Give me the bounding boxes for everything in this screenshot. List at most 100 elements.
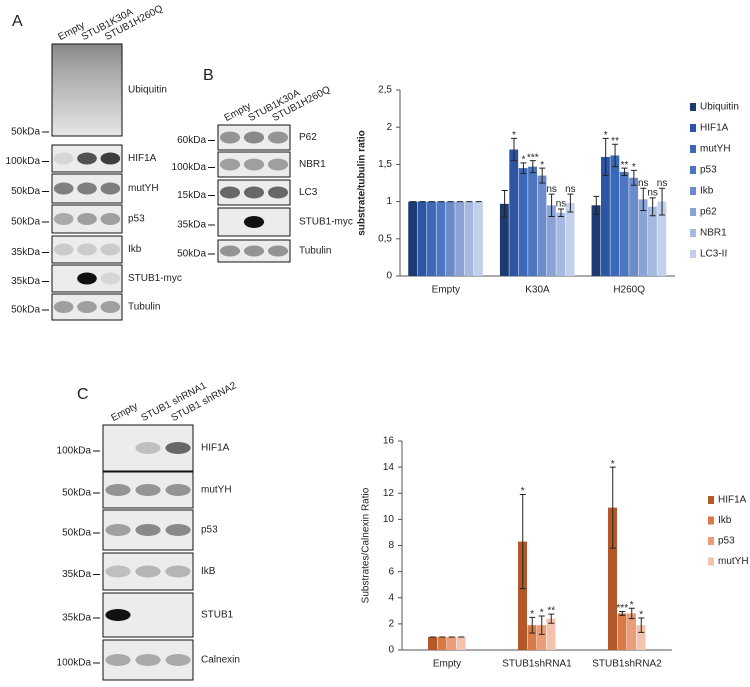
band <box>77 213 97 225</box>
bar <box>408 201 418 276</box>
error-bar <box>548 613 555 624</box>
y-tick-label: 2 <box>386 122 392 133</box>
band <box>135 524 161 536</box>
bar <box>427 201 436 276</box>
significance: * <box>540 608 544 619</box>
kda-marker: 15kDa <box>177 190 206 201</box>
y-tick-label: 6 <box>388 566 394 577</box>
significance: * <box>530 609 534 620</box>
band <box>243 158 265 171</box>
legend-label: HIF1A <box>700 123 729 134</box>
x-tick-label: STUB1shRNA2 <box>592 659 662 670</box>
legend-swatch <box>708 496 714 504</box>
bar <box>600 156 610 276</box>
error-bar <box>602 137 609 177</box>
band <box>105 609 131 621</box>
band <box>105 484 131 496</box>
bar <box>647 206 657 276</box>
error-bar <box>520 162 527 174</box>
bar <box>537 175 547 276</box>
band <box>135 654 161 666</box>
error-bar <box>638 617 645 633</box>
protein-label: STUB1-myc <box>128 273 182 284</box>
blot <box>51 43 123 137</box>
band <box>243 186 265 199</box>
bar <box>518 168 528 276</box>
y-tick-label: 10 <box>383 514 395 525</box>
bar <box>657 201 667 276</box>
kda-marker: 60kDa <box>177 135 206 146</box>
kda-marker: 50kDa <box>62 528 91 539</box>
error-bar <box>557 208 564 217</box>
y-tick-label: 2 <box>388 619 394 630</box>
y-tick-label: 14 <box>383 462 395 473</box>
legend-swatch <box>708 516 714 525</box>
protein-label: Calnexin <box>201 655 240 666</box>
band <box>100 182 121 195</box>
kda-marker: 100kDa <box>6 156 41 167</box>
band <box>267 131 289 144</box>
band <box>135 565 161 578</box>
panel-letter: C <box>77 386 89 403</box>
band <box>100 152 121 165</box>
protein-label: STUB1 <box>201 610 234 621</box>
protein-label: NBR1 <box>299 159 326 170</box>
y-tick-label: 16 <box>383 436 395 447</box>
significance: * <box>632 162 636 173</box>
bar <box>636 625 646 650</box>
band <box>100 243 121 256</box>
protein-label: Tubulin <box>128 302 160 313</box>
significance: ns <box>556 199 567 210</box>
y-axis-label: Substrates/Calnexin Ratio <box>361 487 372 603</box>
error-bar <box>659 187 666 216</box>
bar <box>527 625 537 650</box>
blot <box>102 552 194 591</box>
significance: * <box>521 155 525 166</box>
blot <box>51 293 123 321</box>
bar <box>474 201 483 276</box>
legend-swatch <box>690 250 696 258</box>
kda-marker: 35kDa <box>62 613 91 624</box>
bar <box>436 201 446 276</box>
bar <box>417 201 427 276</box>
significance: ** <box>621 160 629 171</box>
legend-label: mutYH <box>718 556 749 567</box>
bar <box>617 613 627 650</box>
bar <box>455 201 465 276</box>
bar <box>638 199 648 276</box>
error-bar <box>567 193 574 213</box>
significance: ns <box>546 184 557 195</box>
band <box>219 245 241 257</box>
band <box>165 484 191 496</box>
blot <box>217 207 291 237</box>
band <box>100 213 121 225</box>
blot <box>51 204 123 234</box>
error-bar <box>621 167 628 177</box>
band <box>100 301 121 313</box>
legend-label: mutYH <box>700 144 731 155</box>
error-bar <box>593 195 600 215</box>
significance: ** <box>611 136 619 147</box>
significance: *** <box>616 603 628 614</box>
band <box>105 654 131 666</box>
legend-label: NBR1 <box>700 228 727 239</box>
protein-label: IkB <box>201 566 216 577</box>
y-tick-label: 4 <box>388 592 394 603</box>
legend-label: Ikb <box>700 186 714 197</box>
kda-marker: 35kDa <box>11 247 40 258</box>
band <box>219 131 241 144</box>
protein-label: HIF1A <box>128 153 157 164</box>
significance: * <box>521 486 525 497</box>
blot <box>102 471 194 509</box>
blot <box>102 509 194 551</box>
band <box>243 216 265 228</box>
legend-label: Ikb <box>718 515 732 526</box>
band <box>135 484 161 496</box>
kda-marker: 50kDa <box>11 127 40 138</box>
y-tick-label: 1,5 <box>378 159 392 170</box>
error-bar <box>511 137 518 162</box>
y-tick-label: 0,5 <box>378 233 392 244</box>
significance: * <box>604 130 608 141</box>
legend-label: Ubiquitin <box>700 102 739 113</box>
protein-label: p53 <box>201 525 218 536</box>
